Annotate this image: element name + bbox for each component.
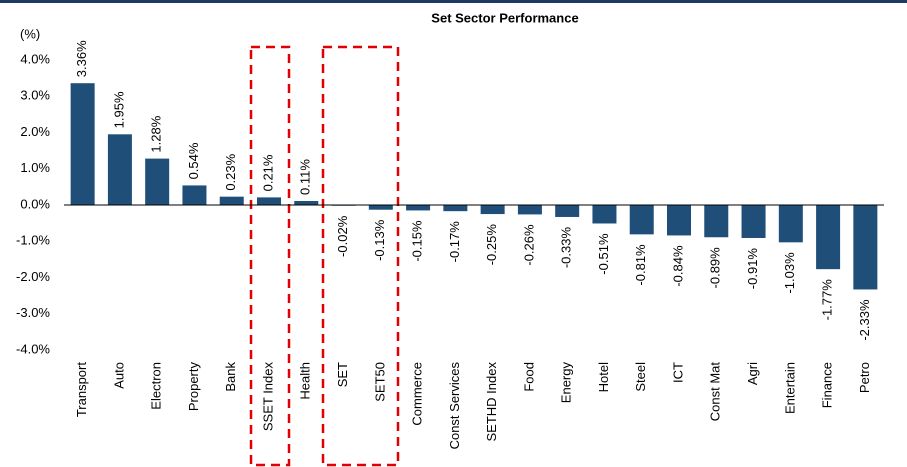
value-label: -0.89% [708, 247, 723, 289]
x-tick-label: Agri [745, 362, 760, 385]
x-tick-label: Finance [820, 362, 835, 408]
bar [70, 83, 95, 205]
x-tick-label: SSET Index [260, 362, 275, 432]
value-label: -0.17% [447, 221, 462, 263]
bar [443, 205, 468, 212]
y-tick-label: -1.0% [16, 233, 50, 248]
y-tick-label: 3.0% [20, 88, 50, 103]
value-label: -0.84% [670, 245, 685, 287]
value-label: 3.36% [74, 40, 89, 77]
x-tick-label: Const Services [447, 362, 462, 450]
x-tick-label: Property [186, 362, 201, 412]
bar [219, 196, 244, 205]
x-tick-label: Health [298, 362, 313, 400]
x-tick-label: Commerce [410, 362, 425, 426]
y-axis-label: (%) [20, 26, 40, 41]
y-tick-label: 2.0% [20, 124, 50, 139]
value-label: -0.91% [745, 248, 760, 290]
x-tick-label: Bank [223, 362, 238, 392]
chart-title: Set Sector Performance [431, 10, 578, 25]
highlight-box [249, 45, 291, 467]
y-tick-label: 1.0% [20, 160, 50, 175]
y-tick-label: -2.0% [16, 269, 50, 284]
x-tick-label: Electron [149, 362, 164, 410]
value-label: 1.95% [111, 91, 126, 128]
y-tick-label: 0.0% [20, 196, 50, 211]
value-label: -0.26% [521, 224, 536, 266]
bar [704, 205, 729, 238]
bar [406, 205, 431, 211]
x-tick-label: Entertain [782, 362, 797, 414]
value-label: -0.33% [559, 227, 574, 269]
bar [629, 205, 654, 235]
bar [667, 205, 691, 236]
bar [592, 205, 617, 224]
x-tick-label: SET50 [372, 362, 387, 402]
top-band [0, 0, 907, 3]
value-label: -1.03% [782, 252, 797, 294]
x-tick-label: Food [521, 362, 536, 392]
value-label: -0.13% [372, 219, 387, 261]
x-tick-label: Const Mat [708, 362, 723, 422]
x-tick-label: Steel [633, 362, 648, 392]
bar [368, 205, 393, 210]
x-tick-label: Auto [111, 362, 126, 389]
value-label: -0.81% [633, 244, 648, 286]
x-tick-label: ICT [670, 362, 685, 383]
x-tick-label: Hotel [596, 362, 611, 392]
y-tick-label: -4.0% [16, 341, 50, 356]
value-label: 0.21% [260, 154, 275, 191]
bar [480, 205, 505, 215]
x-tick-label: Energy [559, 362, 574, 404]
bar [145, 158, 170, 205]
value-label: -0.51% [596, 233, 611, 275]
x-tick-label: Petro [857, 362, 872, 393]
bar [257, 197, 281, 205]
bar [107, 134, 132, 205]
bar [741, 205, 766, 238]
value-label: 0.11% [298, 159, 313, 195]
x-tick-label: Transport [74, 362, 89, 418]
value-label: 1.28% [149, 115, 164, 152]
highlight-box [321, 45, 400, 467]
y-tick-label: -3.0% [16, 305, 50, 320]
bar [816, 205, 841, 270]
value-label: -0.25% [484, 224, 499, 266]
bar [853, 205, 878, 290]
value-label: 0.54% [186, 142, 201, 179]
value-label: -0.15% [410, 220, 425, 262]
value-label: -0.02% [335, 215, 350, 257]
bar [517, 205, 542, 215]
x-tick-label: SET [335, 362, 350, 387]
value-label: -2.33% [857, 299, 872, 341]
value-label: -1.77% [820, 279, 835, 321]
y-tick-label: 4.0% [20, 51, 50, 66]
bar [182, 185, 207, 205]
value-label: 0.23% [223, 153, 238, 190]
bar [555, 205, 580, 217]
bar [294, 201, 319, 205]
bar [778, 205, 803, 243]
x-tick-label: SETHD Index [484, 362, 499, 442]
